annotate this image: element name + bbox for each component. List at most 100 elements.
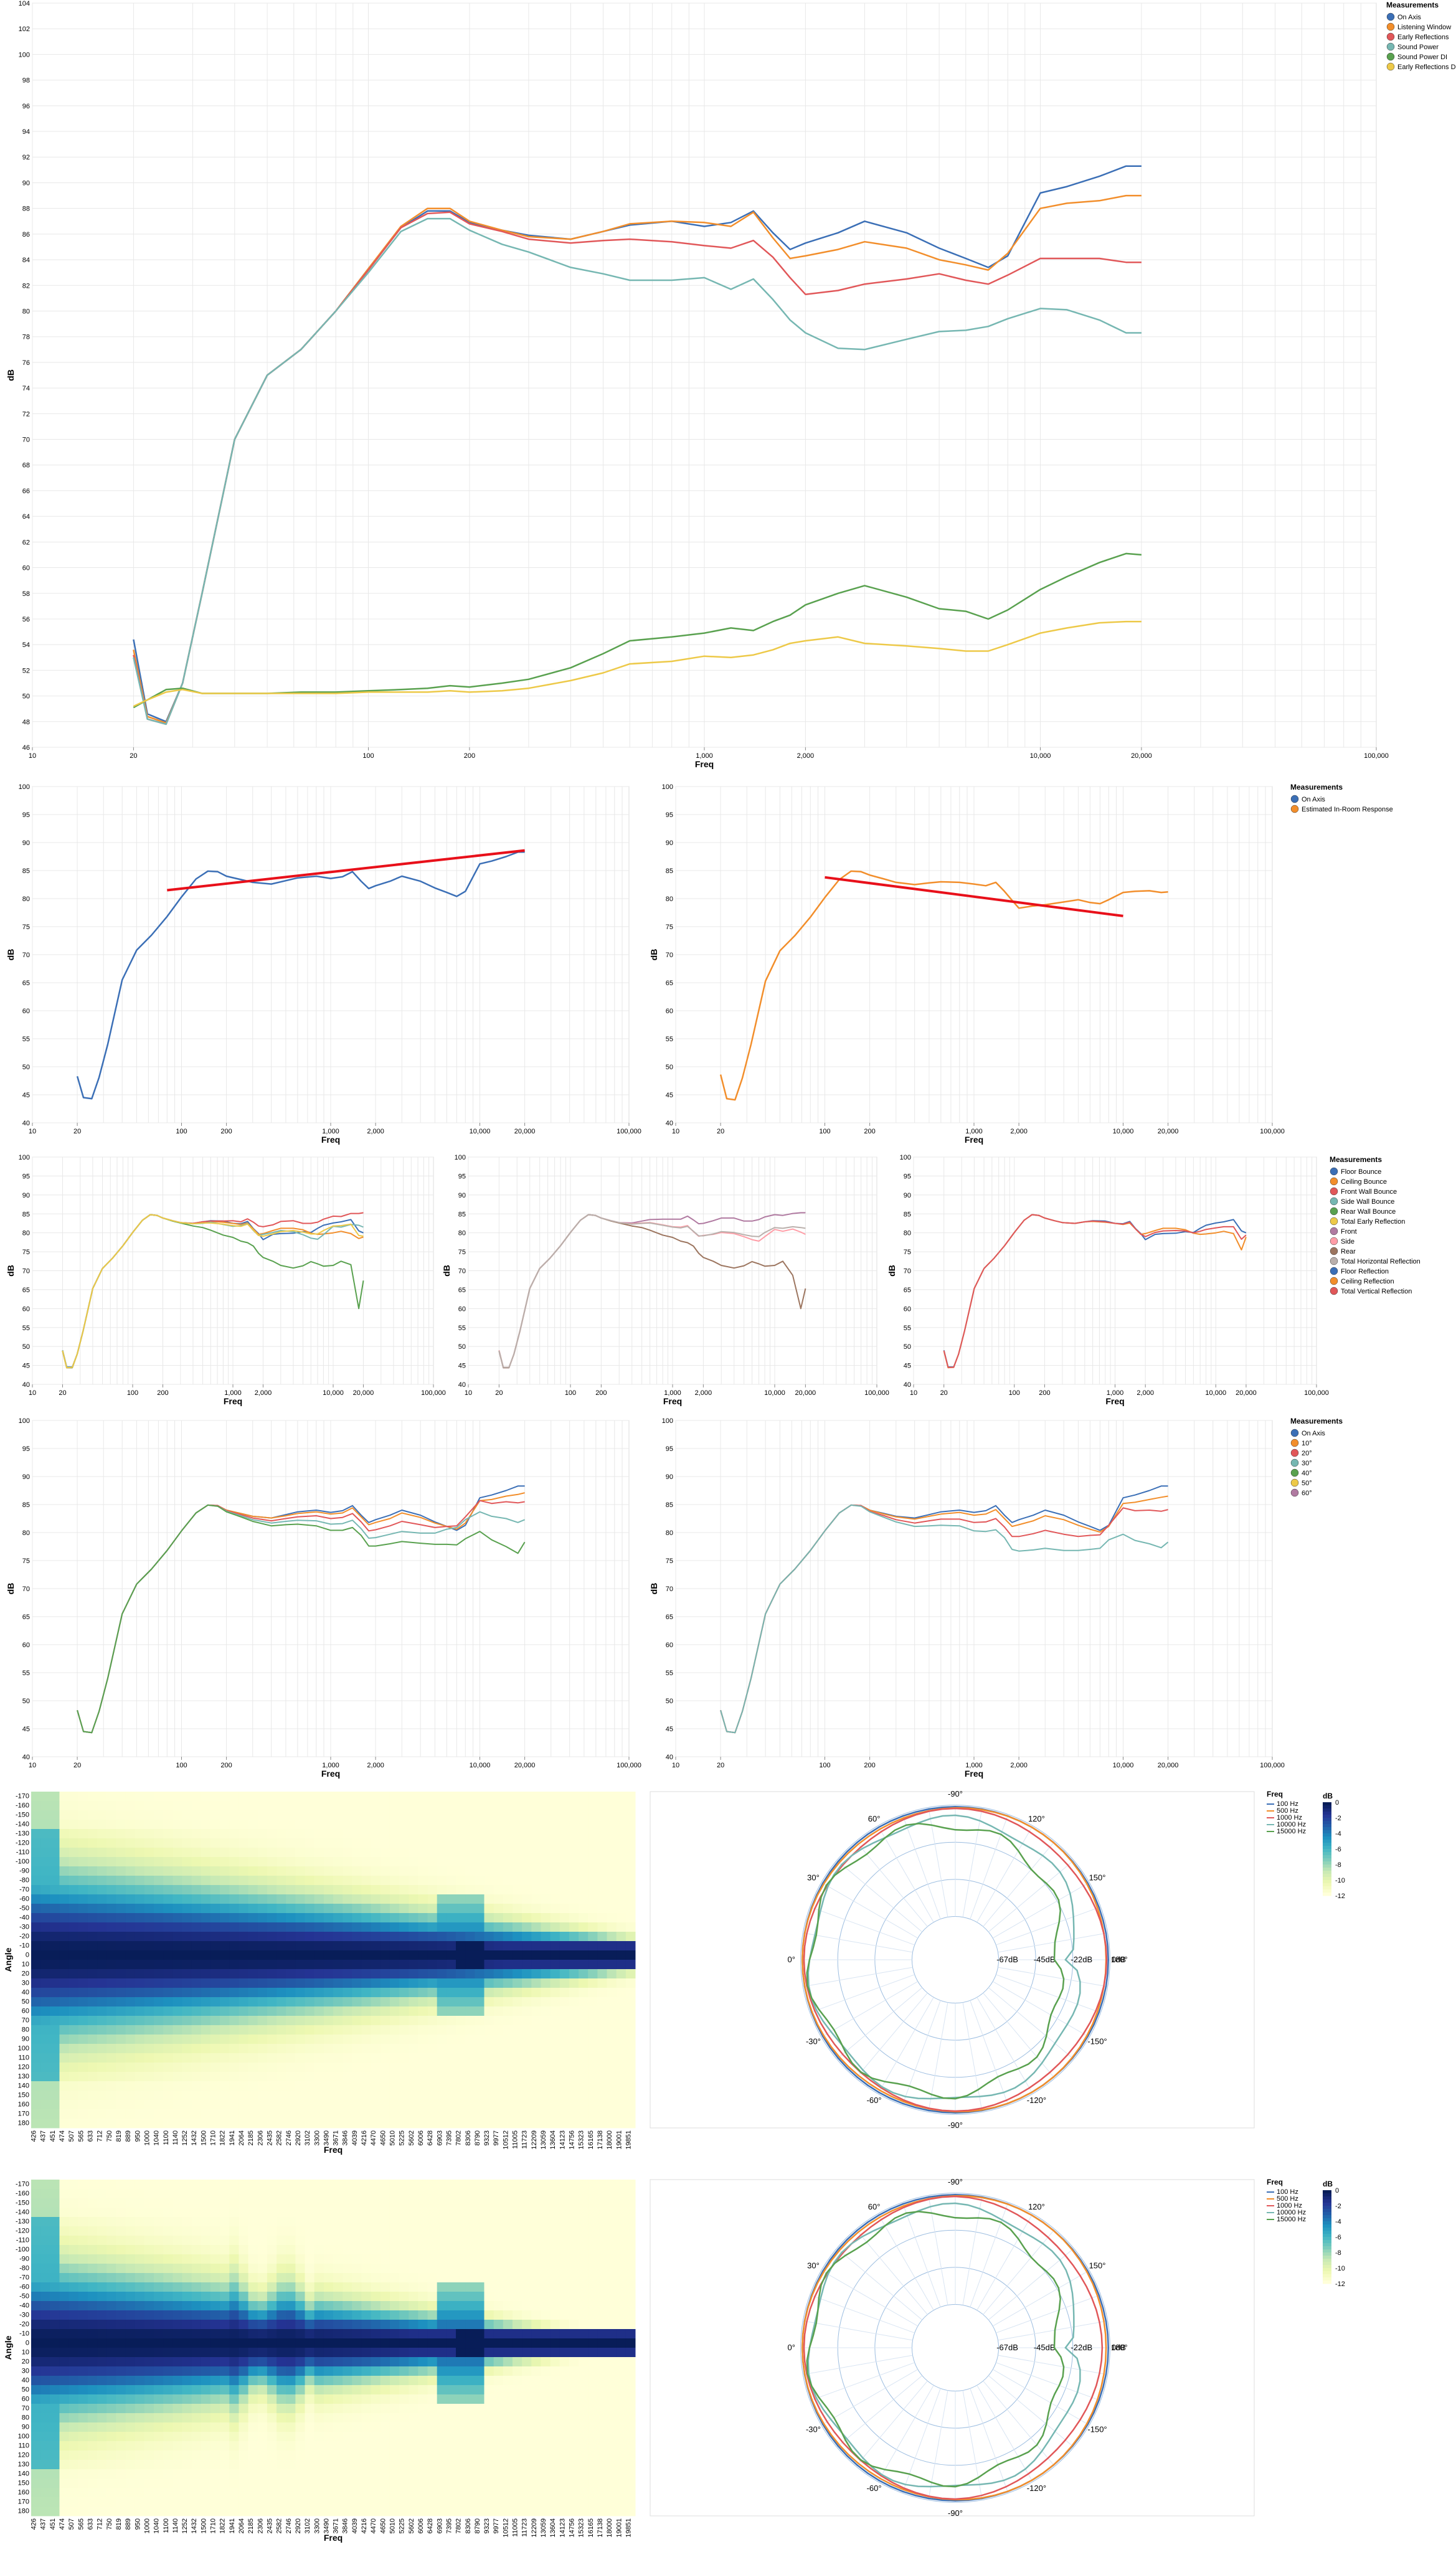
heatmap-cell [69, 2357, 79, 2367]
heatmap-cell [78, 1950, 88, 1960]
heatmap-cell [503, 2310, 513, 2320]
x-axis-title: Freq [321, 1135, 340, 1145]
heatmap-cell [220, 2385, 230, 2395]
heatmap-cell [550, 2292, 560, 2302]
heatmap-cell [248, 1810, 258, 1820]
heatmap-cell [399, 2091, 409, 2101]
heatmap-cell [229, 2226, 239, 2236]
heatmap-cell [597, 1904, 608, 1914]
heatmap-cell [616, 2044, 626, 2054]
y-tick-label: 150 [18, 2092, 29, 2099]
heatmap-cell [569, 1810, 579, 1820]
heatmap-cell [389, 1997, 400, 2007]
heatmap-cell [559, 2320, 570, 2330]
heatmap-cell [437, 2053, 447, 2063]
heatmap-cell [323, 1885, 334, 1895]
heatmap-cell [399, 1941, 409, 1951]
heatmap-cell [371, 1941, 381, 1951]
heatmap-cell [361, 2245, 372, 2255]
heatmap-cell [78, 2301, 88, 2311]
heatmap-cell [314, 2119, 324, 2129]
heatmap-cell [78, 2217, 88, 2227]
heatmap-cell [484, 2189, 494, 2199]
heatmap-cell [427, 2189, 438, 2199]
heatmap-cell [418, 2208, 428, 2218]
heatmap-cell [125, 2063, 136, 2072]
heatmap-cell [201, 1838, 211, 1848]
heatmap-cell [361, 2119, 372, 2129]
heatmap-cell [427, 2109, 438, 2119]
heatmap-cell [286, 2329, 296, 2339]
heatmap-cell [625, 2376, 636, 2386]
heatmap-cell [191, 1941, 202, 1951]
heatmap-cell [493, 1801, 504, 1811]
heatmap-cell [616, 2236, 626, 2246]
heatmap-cell [106, 1922, 116, 1932]
heatmap-cell [87, 1820, 98, 1830]
heatmap-cell [607, 2301, 617, 2311]
heatmap-cell [69, 1950, 79, 1960]
y-tick-label: -160 [16, 1802, 29, 1810]
heatmap-cell [475, 2385, 485, 2395]
heatmap-cell [588, 2422, 598, 2432]
heatmap-cell [352, 2208, 362, 2218]
heatmap-cell [87, 1848, 98, 1858]
heatmap-cell [257, 1913, 268, 1923]
y-tick-label: 100 [19, 783, 30, 791]
heatmap-cell [40, 2016, 50, 2026]
heatmap-cell [409, 1969, 418, 1979]
heatmap-cell [248, 2394, 258, 2404]
y-tick-label: -20 [19, 1933, 29, 1940]
y-tick-label: 54 [22, 641, 30, 649]
heatmap-cell [371, 1866, 381, 1876]
heatmap-cell [371, 1932, 381, 1942]
heatmap-cell [427, 2264, 438, 2274]
heatmap-cell [607, 1969, 617, 1979]
heatmap-cell [559, 2189, 570, 2199]
heatmap-cell [446, 2016, 456, 2026]
heatmap-cell [409, 2310, 418, 2320]
heatmap-cell [607, 2217, 617, 2227]
heatmap-cell [343, 2310, 352, 2320]
heatmap-cell [456, 1997, 466, 2007]
heatmap-cell [616, 1838, 626, 1848]
heatmap-cell [503, 2063, 513, 2072]
heatmap-cell [437, 2348, 447, 2358]
heatmap-cell [597, 2348, 608, 2358]
heatmap-cell [550, 1894, 560, 1904]
heatmap-cell [541, 2264, 551, 2274]
heatmap-cell [522, 1848, 532, 1858]
heatmap-cell [361, 2236, 372, 2246]
heatmap-cell [475, 1848, 485, 1858]
heatmap-cell [579, 2189, 589, 2199]
heatmap-cell [229, 1913, 239, 1923]
heatmap-cell [40, 2413, 50, 2423]
heatmap-cell [59, 1913, 70, 1923]
heatmap-cell [427, 1988, 438, 1998]
heatmap-cell [116, 1997, 126, 2007]
y-tick-label: 85 [666, 867, 673, 875]
heatmap-cell [50, 1848, 60, 1858]
heatmap-cell [78, 2044, 88, 2054]
heatmap-cell [286, 1866, 296, 1876]
heatmap-cell [427, 2329, 438, 2339]
heatmap-cell [493, 2226, 504, 2236]
heatmap-cell [173, 1922, 182, 1932]
heatmap-cell [541, 1820, 551, 1830]
heatmap-cell [456, 1941, 466, 1951]
heatmap-cell [191, 1988, 202, 1998]
heatmap-cell [87, 2072, 98, 2082]
heatmap-cell [173, 2338, 182, 2348]
heatmap-cell [286, 1922, 296, 1932]
heatmap-cell [97, 1969, 107, 1979]
y-tick-label: 85 [22, 867, 30, 875]
heatmap-cell [607, 1978, 617, 1988]
heatmap-cell [361, 2292, 372, 2302]
heatmap-cell [229, 1941, 239, 1951]
heatmap-cell [588, 1820, 598, 1830]
heatmap-cell [201, 1950, 211, 1960]
heatmap-cell [503, 1950, 513, 1960]
x-tick-label: 1500 [200, 2130, 207, 2145]
heatmap-cell [78, 2081, 88, 2091]
